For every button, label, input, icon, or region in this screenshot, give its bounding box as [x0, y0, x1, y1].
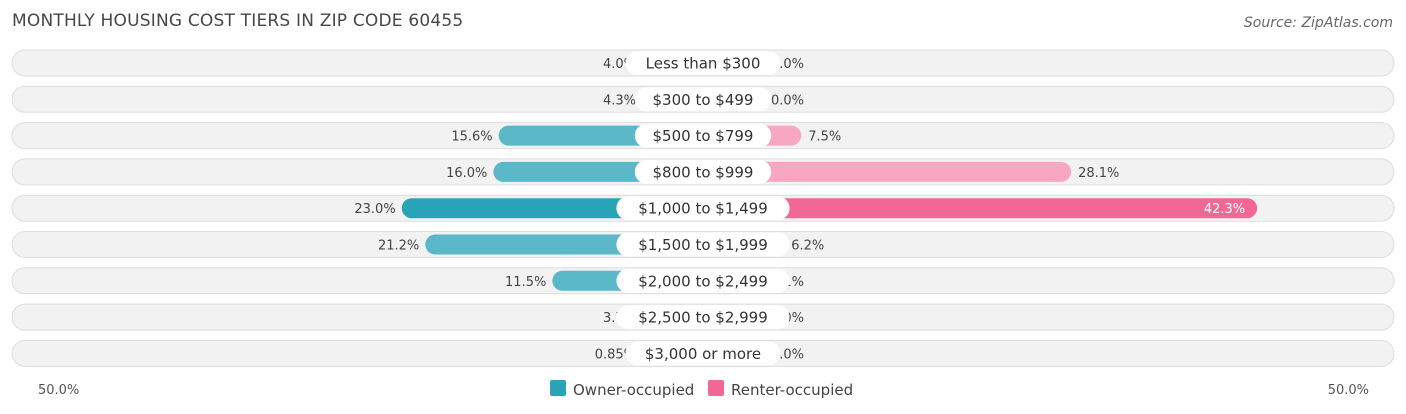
axis-left-label: 50.0% — [38, 383, 79, 398]
value-label-renter: 28.1% — [1078, 166, 1119, 181]
value-label-renter: 42.3% — [1204, 202, 1245, 217]
category-pill — [625, 341, 781, 366]
category-pill — [634, 123, 772, 148]
value-label-owner: 15.6% — [451, 130, 492, 145]
legend-renter-swatch — [708, 380, 724, 396]
category-label: $300 to $499 — [653, 91, 754, 109]
category-label: $2,000 to $2,499 — [638, 272, 768, 290]
value-label-renter: 0.0% — [771, 93, 804, 108]
category-label: $1,000 to $1,499 — [638, 200, 768, 218]
category-label: $1,500 to $1,999 — [638, 236, 768, 254]
axis-right-label: 50.0% — [1328, 383, 1369, 398]
value-label-owner: 21.2% — [378, 239, 419, 254]
category-pill — [616, 268, 790, 293]
category-pill — [634, 87, 772, 112]
category-label: $2,500 to $2,999 — [638, 309, 768, 327]
value-label-renter: 6.2% — [791, 239, 824, 254]
category-pill — [625, 51, 781, 75]
legend-owner-swatch — [550, 380, 566, 396]
bar-renter — [703, 161, 1072, 182]
bar-renter — [703, 198, 1258, 219]
category-label: $800 to $999 — [653, 163, 754, 181]
category-pill — [616, 196, 790, 221]
legend-renter-label: Renter-occupied — [731, 381, 853, 399]
category-label: $3,000 or more — [645, 345, 761, 363]
chart-source: Source: ZipAtlas.com — [1243, 15, 1393, 31]
category-pill — [616, 305, 790, 330]
value-label-owner: 11.5% — [505, 275, 546, 290]
category-label: $500 to $799 — [653, 127, 754, 145]
value-label-owner: 0.85% — [595, 347, 636, 362]
value-label-owner: 16.0% — [446, 166, 487, 181]
legend: Owner-occupied Renter-occupied — [550, 380, 853, 399]
value-label-renter: 7.5% — [808, 130, 841, 145]
value-label-owner: 23.0% — [354, 202, 395, 217]
category-pill — [616, 232, 790, 257]
category-pill — [634, 159, 772, 184]
category-label: Less than $300 — [646, 55, 761, 73]
value-label-owner: 4.3% — [603, 93, 636, 108]
legend-owner-label: Owner-occupied — [573, 381, 694, 399]
chart-title: MONTHLY HOUSING COST TIERS IN ZIP CODE 6… — [12, 11, 464, 31]
